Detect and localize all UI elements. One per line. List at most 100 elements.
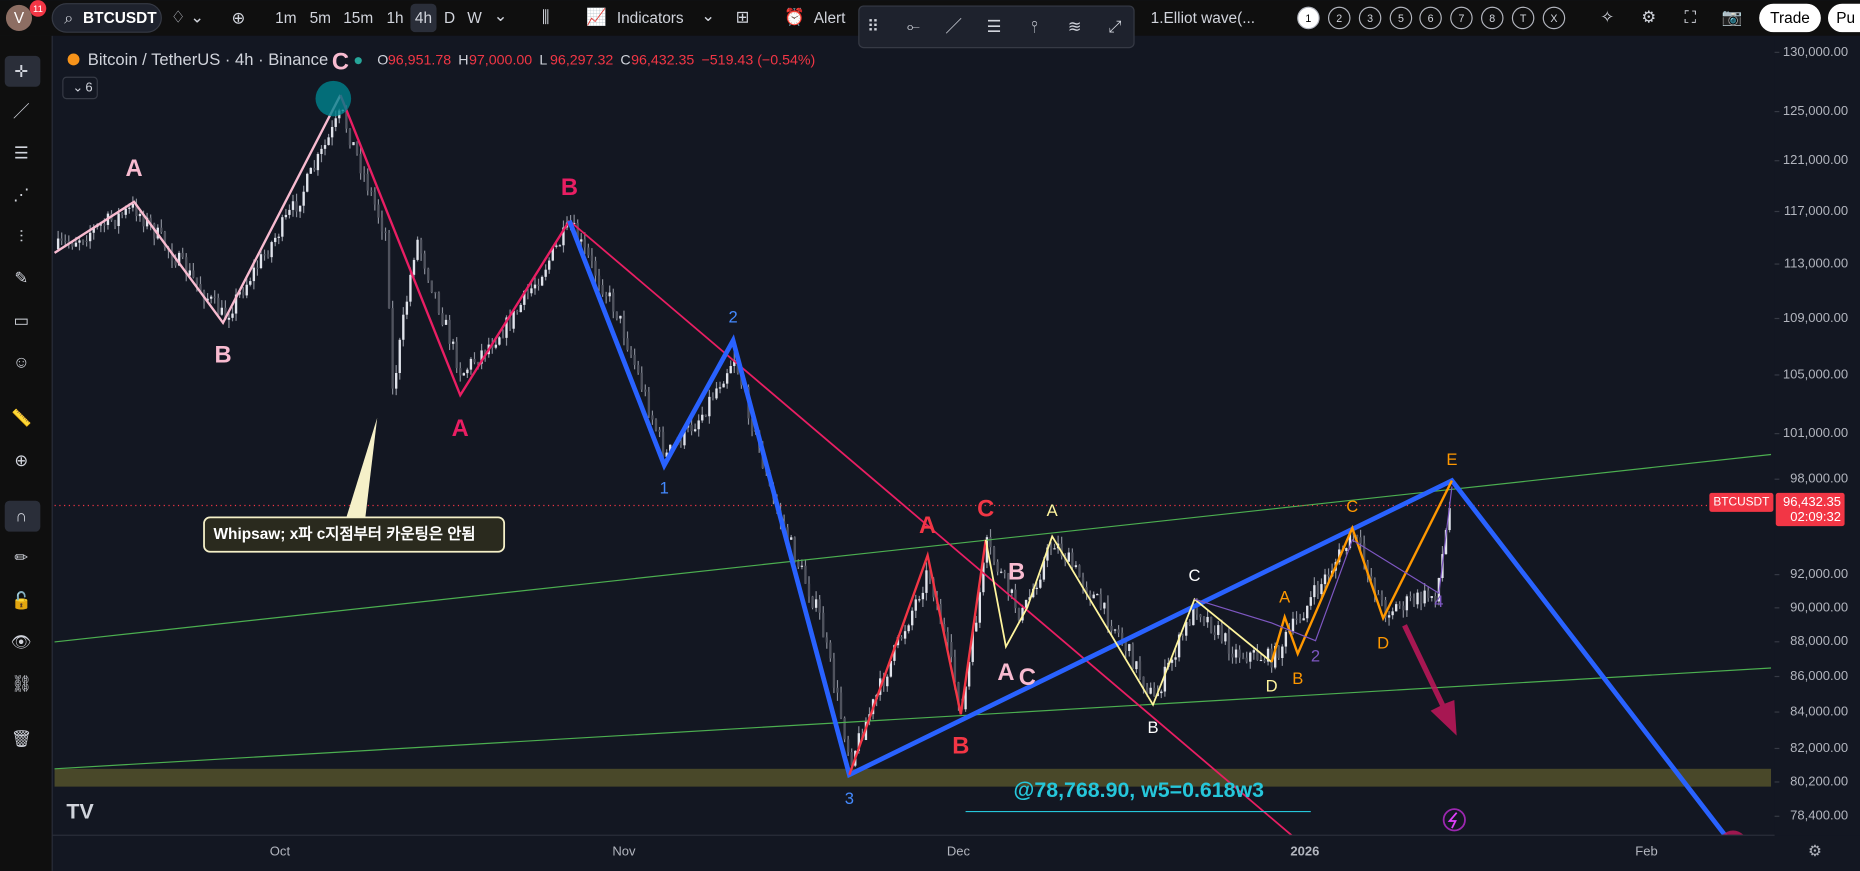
timeframe[interactable]: 1h <box>386 10 403 27</box>
degree-button[interactable] <box>1389 6 1413 30</box>
wave-label: 4 <box>1434 592 1443 611</box>
trade-button[interactable] <box>1759 3 1821 33</box>
candle-body <box>558 245 562 247</box>
candle-body <box>409 274 412 302</box>
tool[interactable]: ☺ <box>13 353 30 372</box>
candle-body <box>928 570 932 579</box>
degree-button[interactable] <box>1419 6 1442 30</box>
candle-body <box>814 599 818 608</box>
degree-button[interactable] <box>1481 6 1504 30</box>
tool[interactable]: ／ <box>13 102 30 121</box>
tool[interactable]: 👁 <box>11 632 32 651</box>
compare-icon[interactable]: ♢ ⌄ <box>171 7 204 26</box>
candle-body <box>519 304 522 313</box>
tool[interactable]: 🔓 <box>11 590 32 610</box>
tool[interactable]: ▭ <box>14 311 30 330</box>
drawing-tool[interactable]: ／ <box>945 17 962 36</box>
template[interactable]: 1.Elliot wave(... <box>1151 10 1255 27</box>
tool[interactable]: ✎ <box>14 268 28 287</box>
candle-body <box>92 227 95 233</box>
indicators[interactable]: Indicators <box>617 10 684 27</box>
timeframe[interactable]: 1m <box>275 10 296 27</box>
candle-body <box>914 599 917 611</box>
tool[interactable]: ⋰ <box>13 185 30 204</box>
drawing-tool[interactable]: ⫯ <box>1031 17 1038 36</box>
candle-body <box>597 275 601 285</box>
candle-body <box>1398 604 1401 606</box>
tool-active <box>4 500 41 532</box>
candle-body <box>718 387 722 389</box>
candle-body <box>1078 565 1081 578</box>
indicator-toggle[interactable] <box>62 76 98 100</box>
wave-label: 1 <box>660 478 669 497</box>
tool[interactable]: ∩ <box>15 507 27 526</box>
layouts-icon[interactable]: ⊞ <box>736 7 750 26</box>
timeframe[interactable]: 15m <box>343 10 373 27</box>
tool[interactable]: 🗑 <box>11 730 32 749</box>
tool[interactable]: ⊕ <box>14 451 28 470</box>
drawing-tool[interactable]: ⟜ <box>907 17 921 36</box>
candle-body <box>992 547 996 562</box>
candle-body <box>1074 565 1078 568</box>
candle-body <box>64 240 67 242</box>
tool[interactable]: ⫶ <box>19 227 23 246</box>
candle-body <box>1213 632 1216 635</box>
degree-button[interactable] <box>1542 6 1566 30</box>
chart-type[interactable]: ⫼ <box>542 7 550 26</box>
alert-icon[interactable] <box>1442 808 1466 832</box>
degree-button[interactable] <box>1297 6 1320 30</box>
legend-title[interactable]: Bitcoin / TetherUS · 4h · Binance <box>88 50 328 69</box>
candle-body <box>900 637 903 639</box>
wave-label: A <box>1279 587 1291 606</box>
dropdown[interactable]: ⌄ <box>494 6 508 25</box>
timeframe[interactable]: D <box>444 10 455 27</box>
publish-button[interactable] <box>1827 3 1860 33</box>
tool[interactable]: ⛓ <box>11 674 32 693</box>
degree-label: 2 <box>1336 13 1342 25</box>
symbol-search[interactable] <box>51 3 162 33</box>
top-icon[interactable]: ✧ <box>1600 7 1614 26</box>
candle-body <box>263 254 266 256</box>
add-icon[interactable]: ⊕ <box>231 9 245 28</box>
timeframe[interactable]: W <box>467 10 482 27</box>
settings-icon[interactable]: ⚙ <box>1808 843 1822 860</box>
candle-body <box>448 319 451 344</box>
candle-body <box>1220 625 1223 642</box>
wave-label: B <box>561 175 578 201</box>
tool[interactable]: 📏 <box>11 407 32 427</box>
candle-body <box>971 631 974 662</box>
candle-body <box>701 414 704 421</box>
alert[interactable]: Alert <box>814 10 846 27</box>
timeframe[interactable]: 5m <box>310 10 331 27</box>
candle-body <box>637 365 640 373</box>
candle-body <box>989 537 992 548</box>
support-zone <box>54 768 1772 787</box>
price-axis <box>1774 35 1860 836</box>
candle-body <box>1384 600 1387 618</box>
dropdown[interactable]: ⌄ <box>701 6 715 25</box>
drawing-tool[interactable]: ⤢ <box>1108 17 1122 36</box>
avatar[interactable] <box>5 4 33 31</box>
candle-body <box>846 739 850 753</box>
drawing-tool[interactable]: ☰ <box>987 17 1002 36</box>
tool[interactable]: ☰ <box>14 144 29 163</box>
candle-body <box>437 292 441 314</box>
candle-body <box>1245 657 1248 662</box>
drawing-tool[interactable]: ≋ <box>1068 17 1082 36</box>
candle-body <box>1149 687 1152 694</box>
degree-button[interactable] <box>1450 6 1473 30</box>
degree-label: T <box>1520 13 1527 25</box>
tool[interactable]: ✏ <box>14 548 28 567</box>
wave-label: E <box>1446 450 1457 469</box>
tool[interactable]: ✛ <box>14 62 28 81</box>
timeframe[interactable]: 4h <box>415 10 432 27</box>
top-icon[interactable]: 📷 <box>1722 7 1743 26</box>
top-icon[interactable]: ⚙ <box>1641 7 1656 26</box>
degree-button[interactable] <box>1358 6 1382 30</box>
candle-body <box>1419 592 1423 604</box>
top-icon[interactable]: ⛶ <box>1685 7 1697 26</box>
wave-line <box>53 94 342 326</box>
degree-button[interactable] <box>1327 6 1351 30</box>
degree-button[interactable] <box>1511 6 1535 30</box>
tool-active <box>4 55 41 87</box>
